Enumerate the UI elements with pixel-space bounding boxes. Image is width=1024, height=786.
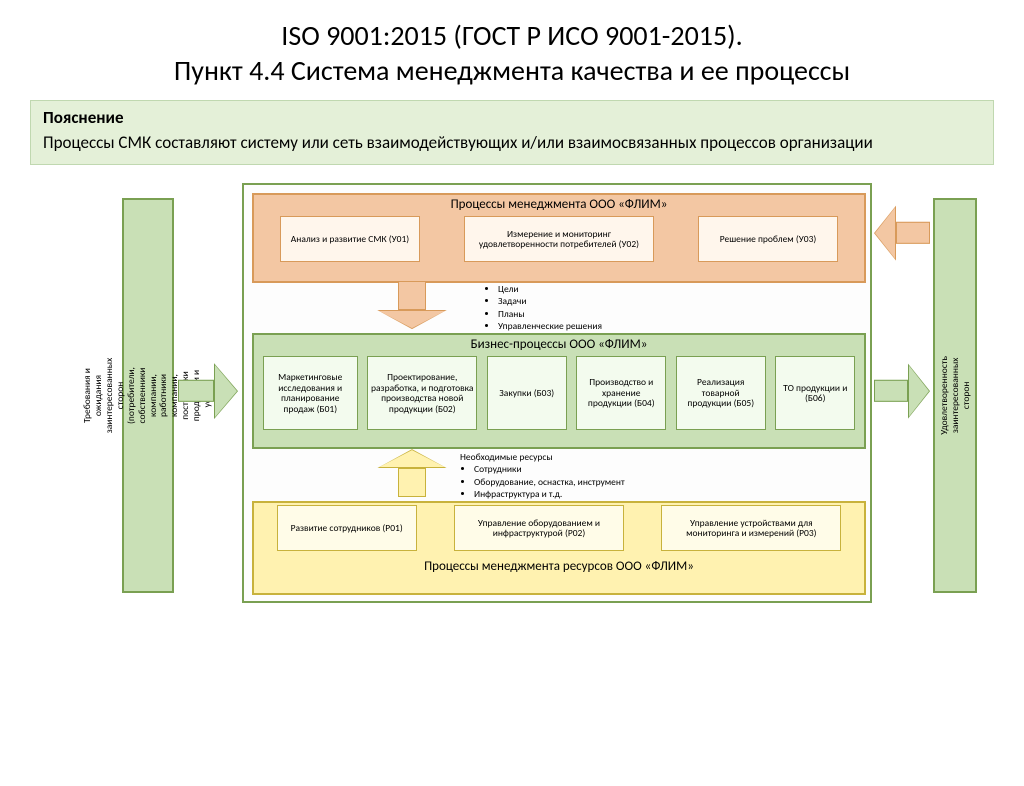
process-box: Управление устройствами для мониторинга … bbox=[661, 505, 841, 551]
process-box: Закупки (Б03) bbox=[487, 356, 567, 430]
left-stakeholders-box: Требования и ожидания заинтересованных с… bbox=[122, 198, 174, 593]
main-frame: Процессы менеджмента ООО «ФЛИМ» Анализ и… bbox=[242, 183, 872, 603]
explanation-head: Пояснение bbox=[43, 107, 981, 128]
process-box: Маркетинговые исследования и планировани… bbox=[263, 356, 358, 430]
bullet-item: Оборудование, оснастка, инструмент bbox=[474, 476, 700, 488]
process-box: Решение проблем (У03) bbox=[698, 216, 838, 262]
business-section-title: Бизнес-процессы ООО «ФЛИМ» bbox=[254, 335, 864, 354]
arrow-right bbox=[178, 363, 238, 419]
management-section-title: Процессы менеджмента ООО «ФЛИМ» bbox=[254, 195, 864, 214]
process-box: Управление оборудованием и инфраструктур… bbox=[454, 505, 624, 551]
arrow-down bbox=[377, 281, 447, 329]
process-box: Проектирование, разработка, и подготовка… bbox=[367, 356, 477, 430]
resources-bullets: Необходимые ресурсыСотрудникиОборудовани… bbox=[460, 451, 700, 500]
process-box: ТО продукции и (Б06) bbox=[775, 356, 855, 430]
management-processes-section: Процессы менеджмента ООО «ФЛИМ» Анализ и… bbox=[252, 193, 866, 283]
process-box: Реализация товарной продукции (Б05) bbox=[676, 356, 766, 430]
diagram-canvas: Требования и ожидания заинтересованных с… bbox=[42, 183, 982, 613]
process-box: Производство и хранение продукции (Б04) bbox=[576, 356, 666, 430]
process-box: Измерение и мониторинг удовлетворенности… bbox=[464, 216, 654, 262]
right-satisfaction-box: Удовлетворенность заинтересованных сторо… bbox=[933, 198, 977, 593]
arrow-right bbox=[874, 363, 930, 419]
resource-processes-section: Развитие сотрудников (Р01) Управление обо… bbox=[252, 501, 866, 595]
bullet-item: Цели bbox=[498, 283, 684, 295]
bullet-item: Планы bbox=[498, 308, 684, 320]
arrow-up bbox=[377, 449, 447, 497]
bullet-item: Инфраструктура и т.д. bbox=[474, 488, 700, 500]
goals-bullets: ЦелиЗадачиПланыУправленческие решения bbox=[484, 283, 684, 332]
arrow-left bbox=[874, 205, 930, 261]
explanation-body: Процессы СМК составляют систему или сеть… bbox=[43, 132, 981, 154]
explanation-box: Пояснение Процессы СМК составляют систем… bbox=[30, 100, 994, 165]
bullet-item: Задачи bbox=[498, 295, 684, 307]
page-title: ISO 9001:2015 (ГОСТ Р ИСО 9001-2015).Пун… bbox=[40, 18, 984, 88]
bullet-item: Управленческие решения bbox=[498, 320, 684, 332]
right-satisfaction-text: Удовлетворенность заинтересованных сторо… bbox=[939, 356, 972, 435]
bullet-head: Необходимые ресурсы bbox=[460, 451, 700, 463]
process-box: Развитие сотрудников (Р01) bbox=[277, 505, 417, 551]
process-box: Анализ и развитие СМК (У01) bbox=[280, 216, 420, 262]
bullet-item: Сотрудники bbox=[474, 463, 700, 475]
resource-section-title: Процессы менеджмента ресурсов ООО «ФЛИМ» bbox=[254, 557, 864, 576]
business-processes-section: Бизнес-процессы ООО «ФЛИМ» Маркетинговые… bbox=[252, 333, 866, 449]
